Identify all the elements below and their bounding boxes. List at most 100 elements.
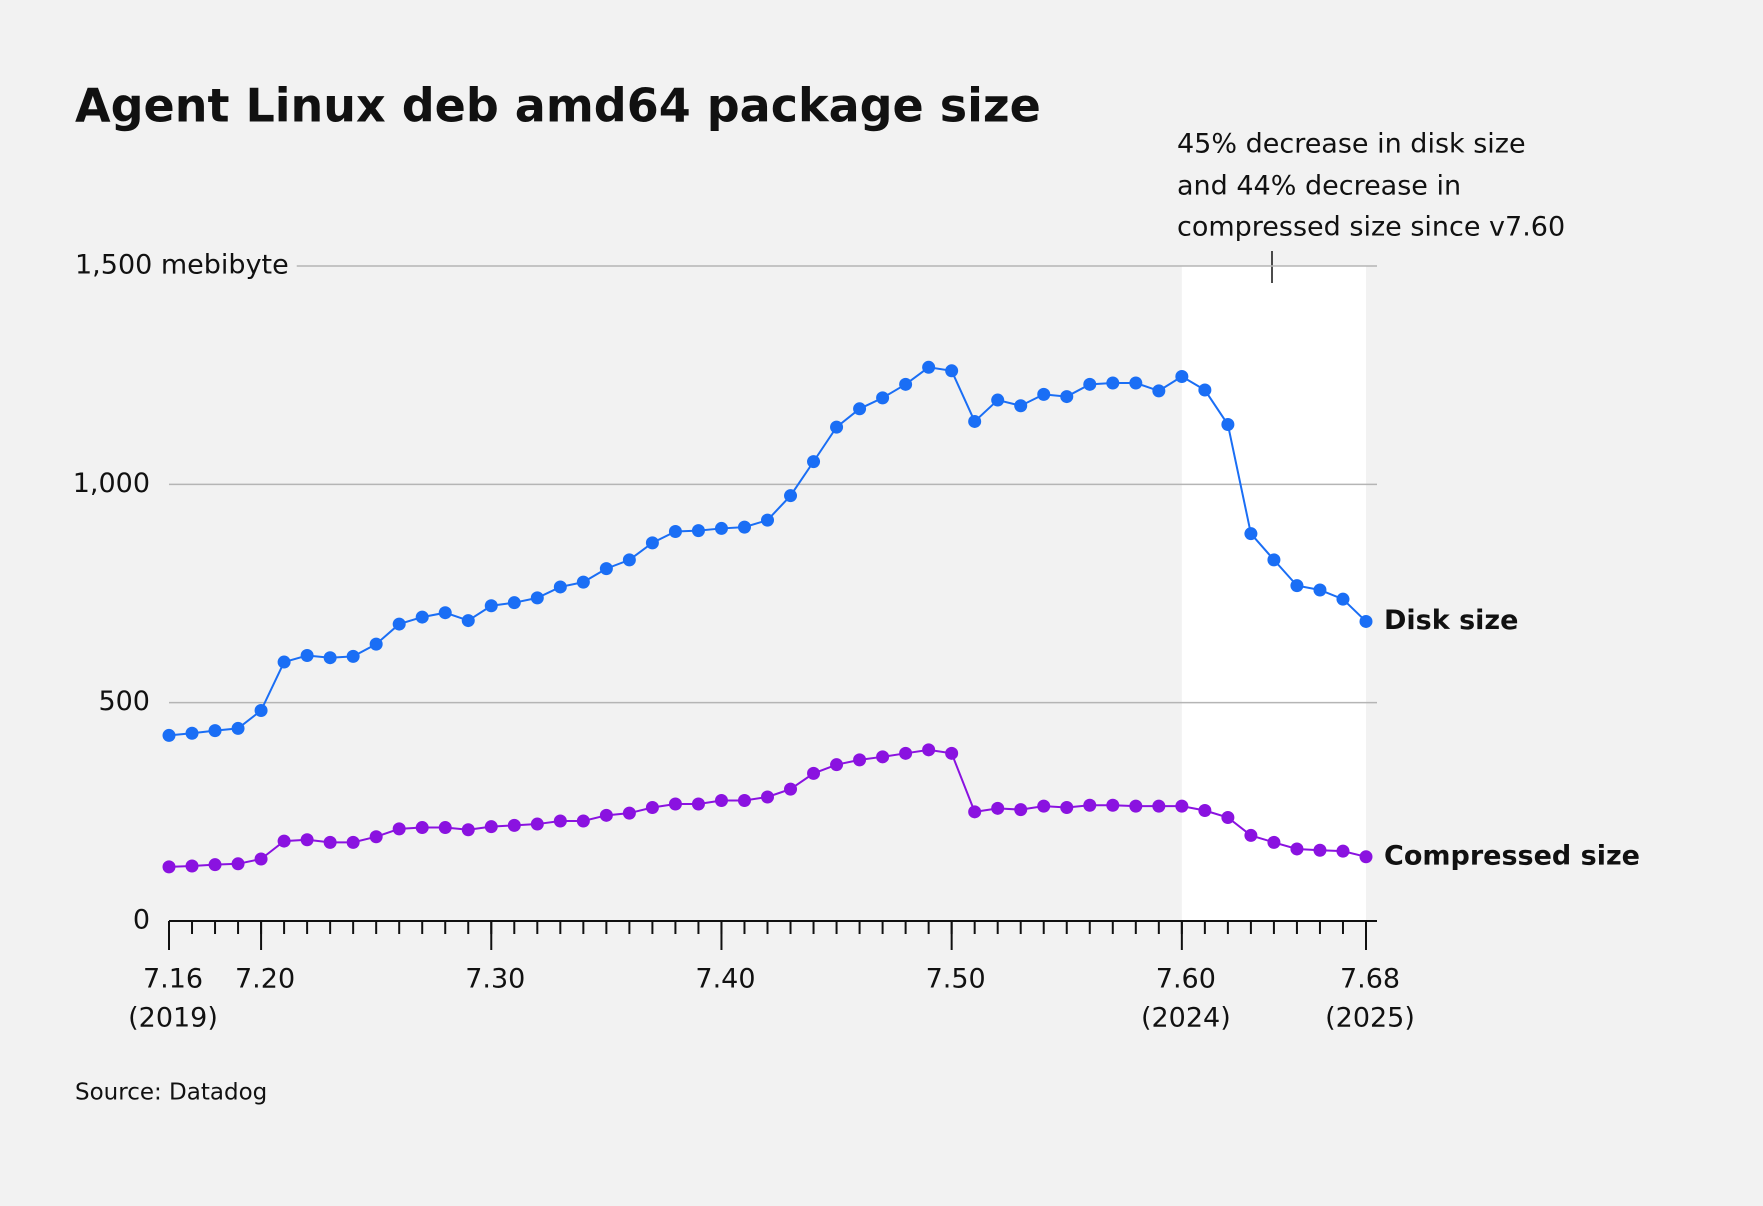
data-point xyxy=(185,726,199,740)
data-point xyxy=(668,797,682,811)
data-point xyxy=(507,818,521,832)
data-point xyxy=(599,808,613,822)
data-point xyxy=(553,580,567,594)
data-point xyxy=(1313,583,1327,597)
data-point xyxy=(714,521,728,535)
annotation: 45% decrease in disk size xyxy=(1177,129,1526,160)
data-point xyxy=(714,793,728,807)
data-point xyxy=(899,746,913,760)
data-point xyxy=(530,591,544,605)
data-point xyxy=(599,562,613,576)
data-point xyxy=(1221,811,1235,825)
series-label: Compressed size xyxy=(1384,840,1640,871)
data-point xyxy=(1336,592,1350,606)
data-point xyxy=(1083,377,1097,391)
data-point xyxy=(1198,804,1212,818)
data-point xyxy=(1106,798,1120,812)
data-point xyxy=(438,606,452,620)
x-year-label: (2025) xyxy=(1325,1003,1415,1034)
data-point xyxy=(784,782,798,796)
data-point xyxy=(162,860,176,874)
series-label: Disk size xyxy=(1384,605,1518,636)
x-tick-label: 7.68 xyxy=(1340,964,1400,995)
data-point xyxy=(853,753,867,767)
data-point xyxy=(1244,828,1258,842)
chart-title: Agent Linux deb amd64 package size xyxy=(75,79,1041,133)
data-point xyxy=(208,724,222,738)
data-point xyxy=(645,536,659,550)
data-point xyxy=(807,455,821,469)
data-point xyxy=(346,835,360,849)
x-tick-label: 7.16 xyxy=(143,964,203,995)
data-point xyxy=(369,637,383,651)
data-point xyxy=(1175,369,1189,383)
data-point xyxy=(876,750,890,764)
data-point xyxy=(323,651,337,665)
data-point xyxy=(1014,399,1028,413)
data-point xyxy=(392,617,406,631)
y-tick-label: 500 xyxy=(98,686,150,717)
data-point xyxy=(1083,798,1097,812)
data-point xyxy=(622,806,636,820)
x-tick-label: 7.20 xyxy=(235,964,295,995)
data-point xyxy=(1336,844,1350,858)
x-tick-label: 7.50 xyxy=(926,964,986,995)
data-point xyxy=(1221,418,1235,432)
data-point xyxy=(1267,835,1281,849)
data-point xyxy=(830,758,844,772)
data-point xyxy=(668,524,682,538)
data-point xyxy=(922,743,936,757)
data-point xyxy=(1198,383,1212,397)
data-point xyxy=(1313,843,1327,857)
data-point xyxy=(576,814,590,828)
data-point xyxy=(300,649,314,663)
data-point xyxy=(1060,390,1074,404)
data-point xyxy=(876,391,890,405)
data-point xyxy=(254,704,268,718)
data-point xyxy=(968,414,982,428)
y-tick-label: 1,000 xyxy=(73,468,150,499)
x-tick-label: 7.60 xyxy=(1156,964,1216,995)
x-tick-label: 7.40 xyxy=(695,964,755,995)
data-point xyxy=(208,858,222,872)
data-point xyxy=(576,575,590,589)
data-point xyxy=(300,833,314,847)
data-point xyxy=(1359,850,1373,864)
data-point xyxy=(369,830,383,844)
data-point xyxy=(1152,799,1166,813)
data-point xyxy=(737,520,751,534)
data-point xyxy=(323,835,337,849)
data-point xyxy=(691,797,705,811)
data-point xyxy=(461,614,475,628)
data-point xyxy=(761,790,774,804)
x-year-label: (2024) xyxy=(1141,1003,1231,1034)
data-point xyxy=(645,800,659,814)
data-point xyxy=(1359,614,1373,628)
data-point xyxy=(922,360,936,374)
data-point xyxy=(853,402,867,416)
data-point xyxy=(461,823,475,837)
data-point xyxy=(1037,799,1051,813)
y-tick-label: 1,500 mebibyte xyxy=(75,250,289,281)
data-point xyxy=(1175,799,1189,813)
data-point xyxy=(438,821,452,835)
data-point xyxy=(1290,579,1304,593)
data-point xyxy=(991,801,1005,815)
data-point xyxy=(761,513,774,527)
data-point xyxy=(991,393,1005,407)
data-point xyxy=(484,599,498,613)
data-point xyxy=(807,766,821,780)
x-tick-label: 7.30 xyxy=(465,964,525,995)
data-point xyxy=(1267,553,1281,567)
data-point xyxy=(415,821,429,835)
annotation: compressed size since v7.60 xyxy=(1177,212,1565,243)
data-point xyxy=(231,857,245,871)
data-point xyxy=(346,649,360,663)
data-point xyxy=(231,721,245,735)
data-point xyxy=(691,524,705,538)
data-point xyxy=(392,822,406,836)
data-point xyxy=(277,834,291,848)
data-point xyxy=(830,420,844,434)
